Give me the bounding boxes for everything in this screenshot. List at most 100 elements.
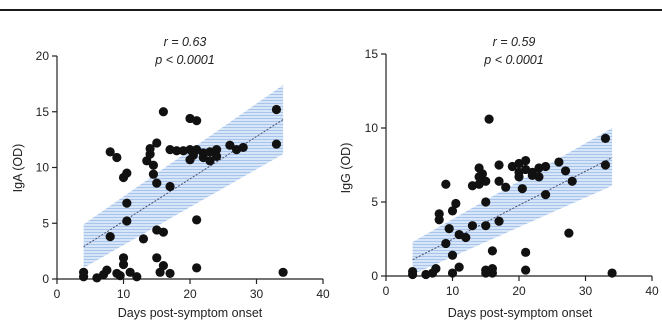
igg-data-point (541, 161, 551, 172)
igg-data-point (600, 160, 611, 170)
igg-data-point (447, 250, 458, 260)
iga-data-point (165, 268, 175, 279)
iga-data-point (118, 259, 129, 270)
iga-data-point (172, 146, 182, 156)
iga-r-stat: r = 0.63 (164, 35, 207, 49)
igg-p-stat: p < 0.0001 (483, 53, 543, 67)
top-rule (0, 9, 662, 11)
igg-data-point (521, 247, 531, 257)
iga-x-tick-label: 20 (183, 287, 197, 301)
iga-data-point (158, 227, 168, 237)
igg-data-point (431, 264, 441, 274)
igg-y-tick-label: 15 (365, 47, 379, 61)
igg-data-point (567, 176, 577, 186)
iga-p-stat: p < 0.0001 (154, 53, 214, 67)
igg-x-tick-label: 30 (579, 284, 593, 298)
iga-data-point (132, 272, 142, 282)
iga-data-point (278, 267, 288, 277)
iga-data-point (145, 143, 155, 154)
iga-data-point (152, 138, 162, 148)
igg-x-tick-label: 40 (645, 284, 659, 298)
igg-r-stat: r = 0.59 (493, 35, 536, 49)
iga-data-point (271, 139, 282, 149)
iga-data-point (138, 234, 149, 244)
iga-data-point (112, 152, 122, 163)
iga-x-tick-label: 40 (316, 287, 330, 301)
igg-data-point (494, 216, 504, 226)
iga-y-tick-label: 5 (42, 216, 49, 230)
igg-data-point (441, 179, 451, 189)
igg-data-point (521, 155, 531, 166)
iga-data-point (152, 253, 162, 263)
iga-data-point (125, 267, 135, 277)
igg-x-tick-label: 20 (512, 284, 526, 298)
igg-data-point (600, 133, 611, 143)
igg-data-point (467, 221, 478, 231)
iga-data-point (158, 261, 168, 271)
iga-data-point (192, 215, 202, 225)
iga-data-point (115, 271, 125, 281)
iga-data-point (212, 151, 222, 161)
iga-panel: r = 0.63 p < 0.0001 IgA (OD) Days post-s… (11, 35, 330, 320)
igg-data-point (461, 232, 471, 243)
igg-data-point (434, 215, 444, 225)
igg-y-tick-label: 5 (371, 195, 378, 209)
igg-data-point (481, 176, 491, 186)
igg-panel: r = 0.59 p < 0.0001 IgG (OD) Days post-s… (339, 35, 659, 320)
igg-data-point (481, 268, 491, 278)
iga-data-point (205, 156, 215, 166)
iga-data-point (212, 145, 222, 155)
igg-confidence-band (412, 128, 613, 275)
iga-data-point (122, 198, 132, 208)
igg-data-point (487, 268, 497, 278)
iga-data-point (148, 160, 159, 170)
iga-data-point (165, 181, 175, 192)
iga-data-point (122, 168, 132, 178)
iga-x-tick-label: 10 (117, 287, 131, 301)
igg-x-tick-label: 0 (383, 284, 390, 298)
iga-data-point (105, 147, 115, 157)
iga-data-point (225, 140, 235, 150)
iga-data-point (148, 169, 159, 179)
iga-x-tick-label: 0 (54, 287, 61, 301)
igg-data-point (444, 224, 454, 234)
igg-regression-line (412, 157, 613, 261)
iga-regression-line (83, 119, 284, 248)
igg-y-tick-label: 0 (371, 269, 378, 283)
igg-x-tick-label: 10 (446, 284, 460, 298)
iga-confidence-band (83, 84, 284, 268)
iga-y-tick-label: 20 (36, 49, 50, 63)
igg-data-point (447, 206, 458, 216)
igg-data-point (541, 190, 551, 200)
iga-data-point (192, 263, 202, 273)
igg-x-axis-title: Days post-symptom onset (448, 306, 593, 320)
iga-y-tick-label: 10 (36, 161, 50, 175)
iga-data-point (158, 107, 168, 117)
igg-data-point (408, 266, 418, 277)
iga-x-tick-label: 30 (250, 287, 264, 301)
igg-data-point (514, 172, 524, 182)
iga-data-point (79, 267, 89, 277)
iga-y-tick-label: 0 (42, 272, 49, 286)
igg-y-tick-label: 10 (365, 121, 379, 135)
igg-data-point (487, 246, 497, 256)
igg-data-point (560, 166, 571, 176)
igg-data-point (564, 228, 574, 238)
iga-data-point (152, 178, 162, 188)
igg-data-point (481, 221, 491, 231)
iga-data-point (122, 216, 132, 226)
igg-data-point (534, 172, 544, 182)
igg-data-point (554, 157, 564, 167)
igg-data-point (484, 114, 494, 124)
iga-data-point (238, 142, 248, 153)
igg-data-point (494, 176, 504, 186)
iga-data-point (118, 253, 129, 263)
igg-data-point (447, 268, 458, 278)
iga-data-point (192, 116, 202, 126)
igg-data-point (607, 268, 617, 278)
igg-data-point (501, 182, 511, 192)
igg-data-point (477, 169, 488, 179)
igg-data-point (454, 262, 464, 272)
igg-data-point (481, 197, 491, 207)
